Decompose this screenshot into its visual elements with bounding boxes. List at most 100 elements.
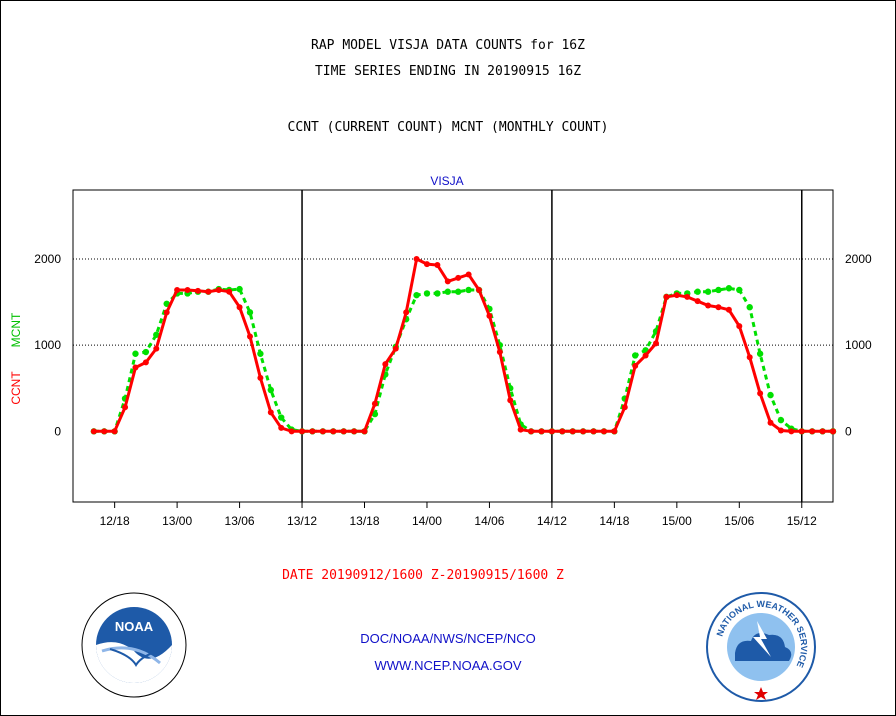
station-label: VISJA: [430, 174, 463, 188]
x-tick-label: 13/06: [225, 514, 255, 528]
x-tick-label: 15/06: [724, 514, 754, 528]
data-point-ccnt: [101, 428, 108, 435]
y-axis-left: 0 1000 2000: [34, 252, 61, 438]
y-tick-label-left: 2000: [34, 252, 61, 266]
data-point-ccnt: [517, 426, 524, 433]
data-point-ccnt: [476, 286, 483, 293]
data-point-ccnt: [90, 428, 97, 435]
x-tick-label: 13/18: [349, 514, 379, 528]
data-point-ccnt: [236, 304, 243, 311]
data-point-ccnt: [371, 400, 378, 407]
data-point-ccnt: [340, 428, 347, 435]
data-point-ccnt: [257, 374, 264, 381]
data-point-ccnt: [142, 359, 149, 366]
data-point-mcnt: [413, 291, 420, 299]
data-point-ccnt: [122, 404, 129, 411]
x-tick-label: 14/12: [537, 514, 567, 528]
data-point-ccnt: [246, 333, 253, 340]
data-point-mcnt: [746, 304, 753, 311]
data-point-ccnt: [278, 424, 285, 431]
x-tick-label: 12/18: [100, 514, 130, 528]
y-axis-right: 0 1000 2000: [845, 252, 872, 438]
x-tick-label: 14/18: [599, 514, 629, 528]
data-point-ccnt: [757, 390, 764, 397]
data-point-mcnt: [257, 350, 264, 357]
chart-title-line-1: RAP MODEL VISJA DATA COUNTS for 16Z: [311, 38, 585, 53]
data-point-ccnt: [174, 286, 181, 293]
data-point-ccnt: [434, 261, 441, 268]
data-point-mcnt: [465, 286, 472, 294]
series-layer: [90, 255, 837, 435]
data-point-mcnt: [423, 290, 431, 297]
data-point-ccnt: [382, 361, 389, 368]
data-point-ccnt: [590, 428, 597, 435]
data-point-ccnt: [777, 427, 784, 434]
data-point-mcnt: [704, 288, 712, 295]
data-point-ccnt: [194, 287, 201, 294]
data-point-mcnt: [756, 350, 764, 357]
data-point-ccnt: [705, 302, 712, 309]
data-point-ccnt: [632, 362, 639, 369]
data-point-mcnt: [267, 386, 275, 394]
data-point-ccnt: [621, 404, 628, 411]
data-point-ccnt: [319, 428, 326, 435]
data-point-ccnt: [455, 274, 462, 281]
data-point-ccnt: [548, 428, 555, 435]
data-point-ccnt: [132, 364, 139, 371]
data-point-ccnt: [663, 293, 670, 300]
data-point-ccnt: [538, 428, 545, 435]
data-point-ccnt: [486, 312, 493, 319]
data-point-ccnt: [653, 340, 660, 347]
data-point-ccnt: [205, 288, 212, 295]
data-point-ccnt: [351, 428, 358, 435]
website-link[interactable]: WWW.NCEP.NOAA.GOV: [374, 658, 522, 673]
data-point-mcnt: [777, 416, 785, 424]
data-point-ccnt: [226, 288, 233, 295]
data-point-ccnt: [184, 286, 191, 293]
y-tick-label-right: 0: [845, 424, 852, 438]
data-point-ccnt: [403, 309, 410, 316]
data-point-mcnt: [736, 286, 743, 294]
x-tick-label: 13/12: [287, 514, 317, 528]
x-axis: 12/18 13/00 13/06 13/12 13/18 14/00 14/06 14/12…: [100, 502, 817, 528]
data-point-mcnt: [246, 309, 254, 316]
data-point-ccnt: [642, 352, 649, 359]
data-point-ccnt: [299, 428, 306, 435]
gridlines: [73, 190, 833, 502]
data-point-ccnt: [788, 428, 795, 435]
data-point-mcnt: [434, 290, 441, 297]
data-point-ccnt: [496, 349, 503, 356]
noaa-logo-text: NOAA: [115, 619, 154, 634]
plot-border: [72, 189, 834, 503]
data-point-mcnt: [153, 331, 160, 338]
data-point-ccnt: [309, 428, 316, 435]
data-point-ccnt: [580, 428, 587, 435]
x-tick-label: 14/06: [474, 514, 504, 528]
x-tick-label: 15/00: [662, 514, 692, 528]
data-point-ccnt: [736, 323, 743, 330]
data-point-ccnt: [267, 409, 274, 416]
data-point-ccnt: [600, 428, 607, 435]
data-point-ccnt: [725, 306, 732, 313]
data-point-ccnt: [413, 255, 420, 262]
data-point-ccnt: [559, 428, 566, 435]
data-point-ccnt: [361, 428, 368, 435]
nws-logo: NATIONAL WEATHER SERVICE: [706, 592, 816, 702]
data-point-ccnt: [569, 428, 576, 435]
data-point-ccnt: [684, 293, 691, 300]
data-point-mcnt: [455, 288, 462, 295]
data-point-mcnt: [725, 285, 733, 292]
data-point-mcnt: [142, 348, 150, 356]
data-point-ccnt: [153, 345, 160, 352]
y-tick-label-left: 1000: [34, 338, 61, 352]
data-point-mcnt: [132, 350, 139, 357]
data-point-ccnt: [444, 278, 451, 285]
y-tick-label-left: 0: [54, 424, 61, 438]
data-point-mcnt: [371, 410, 379, 418]
data-point-ccnt: [694, 298, 701, 305]
data-point-ccnt: [111, 428, 118, 435]
x-tick-label: 13/00: [162, 514, 192, 528]
data-point-ccnt: [767, 419, 774, 426]
data-point-ccnt: [819, 428, 826, 435]
data-point-ccnt: [809, 428, 816, 435]
